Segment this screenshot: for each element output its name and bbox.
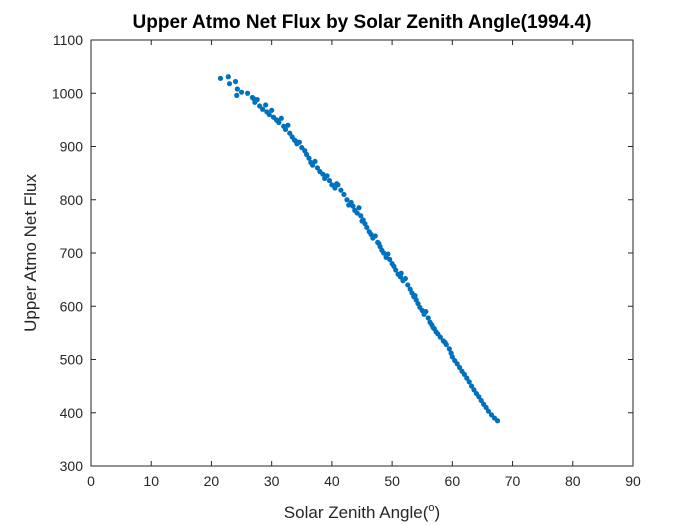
data-point (326, 177, 333, 184)
x-tick-label: 40 (324, 473, 340, 489)
data-point (244, 90, 251, 96)
data-point (405, 282, 411, 288)
data-point (344, 197, 350, 203)
data-point (393, 267, 399, 273)
data-point (354, 210, 360, 216)
data-point (341, 191, 347, 198)
data-point (442, 339, 448, 346)
data-point (385, 251, 391, 257)
data-point (476, 394, 482, 400)
y-axis-label: Upper Atmo Net Flux (21, 174, 40, 332)
y-tick-label: 900 (60, 139, 84, 155)
data-point (466, 379, 472, 385)
data-point (306, 155, 312, 161)
data-point (446, 346, 452, 352)
data-point (449, 354, 455, 360)
data-point (494, 418, 501, 424)
data-point (461, 371, 467, 378)
x-axis-label-degree: o (428, 502, 434, 514)
data-point (266, 111, 272, 118)
x-axis-label-text: Solar Zenith Angle( (284, 503, 429, 522)
y-tick-label: 700 (60, 245, 84, 261)
data-point (312, 158, 318, 165)
data-point (225, 74, 231, 80)
data-point (217, 75, 224, 81)
data-point (338, 187, 344, 193)
y-tick-label: 800 (60, 192, 84, 208)
data-point (287, 130, 293, 136)
data-point (358, 213, 364, 219)
y-tick-label: 1000 (52, 85, 83, 101)
x-tick-label: 90 (625, 473, 641, 489)
data-point (402, 275, 408, 282)
data-point (456, 364, 463, 371)
data-points (217, 74, 501, 424)
data-point (350, 203, 356, 209)
x-tick-label: 30 (264, 473, 280, 489)
plot-area (90, 39, 634, 467)
data-point (310, 162, 316, 168)
data-point (437, 334, 443, 340)
y-tick-label: 600 (60, 298, 84, 314)
data-point (478, 397, 484, 404)
data-point (412, 293, 418, 299)
data-point (320, 171, 326, 177)
data-point (303, 151, 310, 158)
data-point (464, 375, 470, 381)
data-point (376, 240, 382, 247)
data-point (324, 173, 330, 179)
data-point (359, 218, 365, 224)
data-point (372, 233, 378, 239)
x-tick-label: 70 (505, 473, 521, 489)
data-point (471, 387, 477, 393)
data-point (356, 205, 362, 211)
x-tick-label: 50 (384, 473, 400, 489)
data-point (269, 107, 275, 113)
data-point (238, 89, 245, 95)
x-axis-label: Solar Zenith Angle(o) (284, 502, 440, 522)
data-point (387, 256, 393, 262)
data-point (454, 361, 460, 367)
y-tick-label: 1100 (53, 32, 83, 48)
data-point (425, 315, 431, 321)
data-point (263, 102, 269, 108)
x-tick-label: 10 (143, 473, 159, 489)
data-point (423, 308, 429, 315)
data-point (293, 138, 299, 144)
data-point (226, 81, 233, 87)
data-point (285, 122, 291, 128)
y-axis-ticks: 300 400 500 600 700 800 900 1000 1100 (52, 32, 633, 474)
data-point (469, 383, 475, 389)
x-tick-label: 20 (204, 473, 220, 489)
data-point (234, 92, 240, 98)
data-point (430, 324, 436, 331)
chart-title: Upper Atmo Net Flux by Solar Zenith Angl… (133, 12, 592, 33)
data-point (334, 181, 340, 187)
x-axis-ticks: 0 10 20 30 40 50 60 70 80 90 (87, 40, 641, 489)
data-point (282, 126, 289, 133)
data-point (483, 404, 489, 411)
data-point (232, 78, 239, 85)
data-point (260, 106, 266, 112)
y-tick-label: 500 (60, 352, 84, 368)
data-point (485, 408, 492, 414)
x-tick-label: 0 (87, 473, 95, 489)
data-point (251, 95, 257, 102)
data-point (234, 86, 240, 92)
data-point (278, 115, 284, 121)
data-point (275, 118, 281, 124)
data-point (398, 270, 404, 276)
y-tick-label: 300 (60, 458, 84, 474)
data-point (314, 165, 321, 171)
y-tick-label: 400 (60, 405, 84, 421)
x-tick-label: 80 (565, 473, 581, 489)
x-axis-label-suffix: ) (435, 503, 441, 522)
data-point (364, 224, 370, 231)
x-tick-label: 60 (445, 473, 461, 489)
data-point (381, 250, 387, 256)
